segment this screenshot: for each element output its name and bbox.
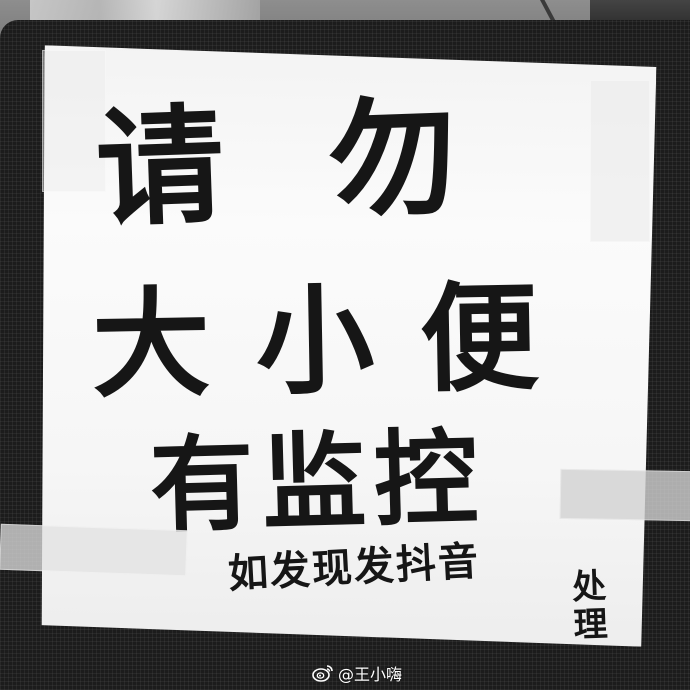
watermark-handle: @王小嗨 <box>338 665 403 684</box>
tape-right <box>559 468 690 522</box>
sign-line-please-dont: 请勿 <box>93 78 565 246</box>
weibo-watermark: @王小嗨 <box>312 661 402 685</box>
sign-line-surveillance: 有监控 <box>148 415 488 548</box>
tape-top-left <box>42 50 106 192</box>
weibo-icon <box>312 663 334 683</box>
sign-line-toilet: 大小便 <box>90 266 586 415</box>
sign-line-warning-tail: 处理 <box>571 566 609 646</box>
tape-top-right <box>590 80 650 242</box>
tape-bottom-left <box>0 523 188 577</box>
